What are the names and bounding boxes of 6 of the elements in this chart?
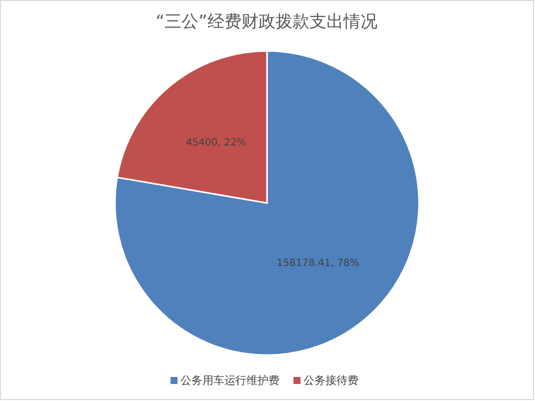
pie-slice [114,50,420,356]
legend-label: 公务用车运行维护费 [180,374,280,388]
legend-label: 公务接待费 [304,374,358,388]
data-label: 158178.41, 78% [276,258,360,270]
data-label: 45400, 22% [186,137,246,148]
chart-title: “三公”经费财政拨款支出情况 [156,12,378,32]
